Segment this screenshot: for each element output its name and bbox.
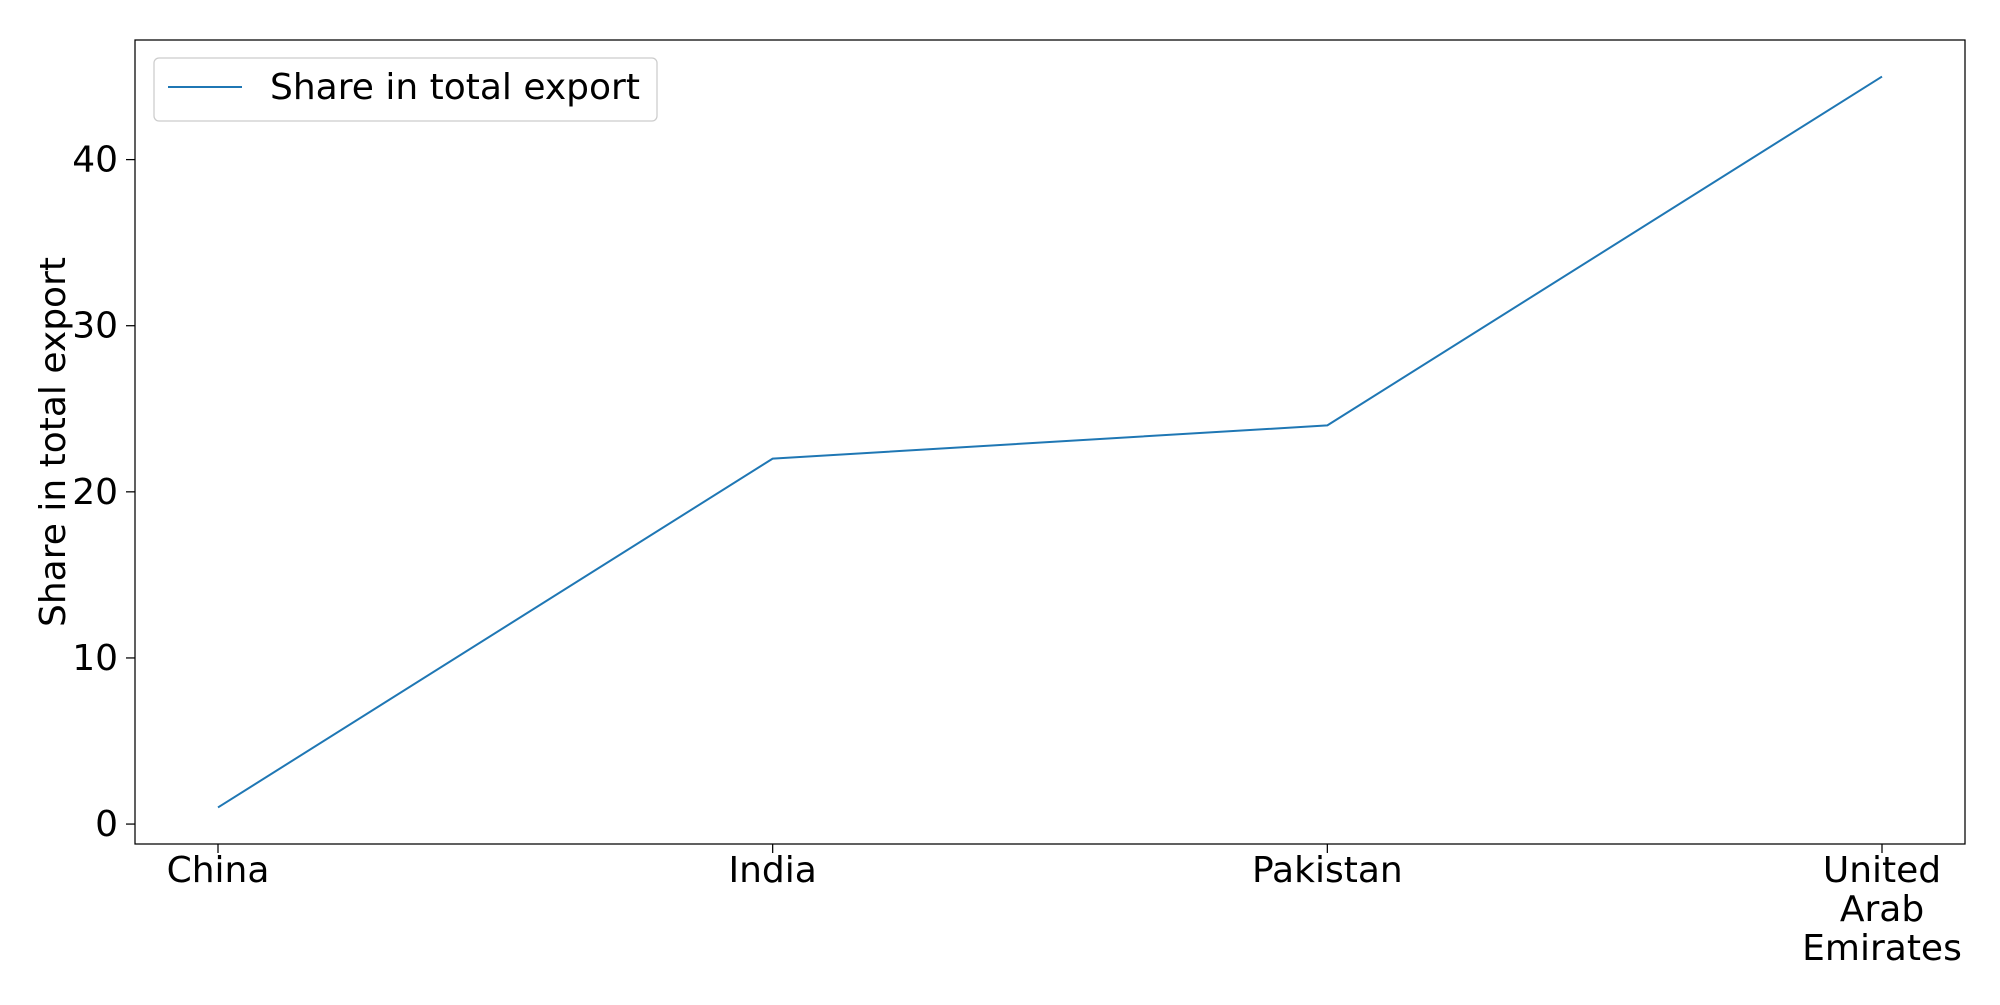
legend: Share in total export (153, 57, 658, 122)
x-tick-label: India (728, 850, 816, 891)
y-tick-label: 20 (72, 472, 118, 513)
y-tick-label: 10 (72, 638, 118, 679)
y-axis-label: Share in total export (33, 257, 74, 627)
legend-box (153, 57, 658, 122)
y-tick-label: 40 (72, 140, 118, 181)
series-layer (217, 75, 1883, 809)
y-axis: 0 10 20 30 40 (72, 140, 135, 845)
x-axis: China India Pakistan United Arab Emirates (167, 844, 1962, 969)
y-tick-label: 0 (95, 804, 118, 845)
x-tick-label: China (167, 850, 270, 891)
series-line (217, 75, 1883, 809)
y-tick-label: 30 (72, 306, 118, 347)
x-tick-label: United Arab Emirates (1802, 850, 1962, 969)
legend-label: Share in total export (270, 67, 640, 108)
x-tick-label: Pakistan (1252, 850, 1403, 891)
